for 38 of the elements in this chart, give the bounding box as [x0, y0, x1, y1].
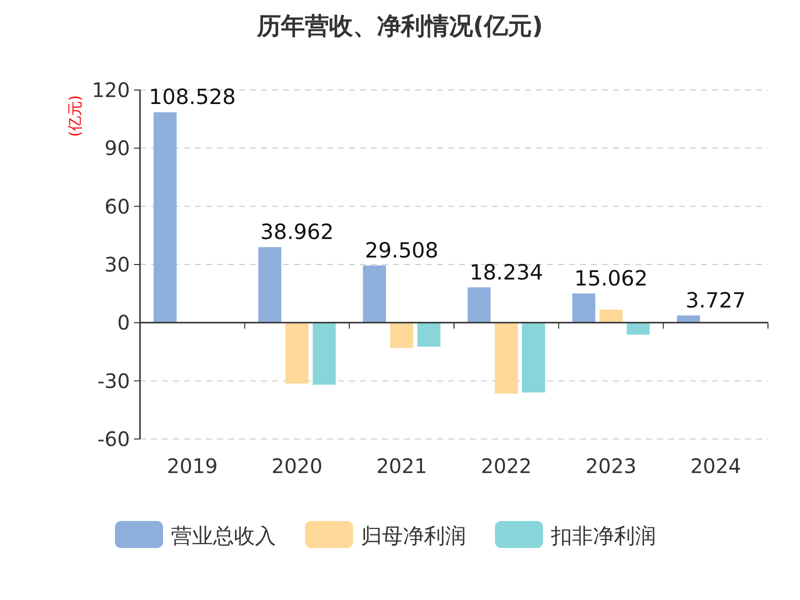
data-label: 38.962	[260, 220, 334, 244]
x-tick-label: 2024	[690, 454, 742, 478]
y-tick-label: 90	[104, 136, 130, 160]
bar	[599, 310, 623, 323]
bar	[312, 322, 336, 385]
bar	[258, 247, 282, 323]
bar	[417, 322, 440, 347]
chart-title: 历年营收、净利情况(亿元)	[256, 12, 543, 40]
bar	[494, 322, 518, 394]
y-tick-label: -60	[97, 427, 130, 451]
y-tick-label: 120	[92, 78, 130, 102]
data-label: 18.234	[470, 260, 544, 284]
y-tick-label: 0	[117, 310, 130, 335]
legend-label: 营业总收入	[171, 524, 276, 548]
legend-label: 归母净利润	[361, 524, 466, 548]
bar	[154, 112, 177, 323]
x-tick-label: 2021	[376, 454, 428, 478]
y-tick-label: 60	[104, 194, 130, 218]
bar	[626, 322, 650, 335]
data-label: 3.727	[686, 288, 746, 312]
bar	[468, 287, 491, 323]
bar	[390, 322, 414, 348]
data-label: 108.528	[148, 85, 236, 110]
legend-label: 扣非净利润	[550, 524, 656, 548]
y-tick-label: -30	[97, 368, 130, 393]
x-tick-label: 2020	[272, 454, 322, 478]
x-tick-label: 2022	[480, 454, 532, 478]
data-label: 29.508	[364, 238, 438, 262]
bar	[572, 293, 596, 323]
x-tick-label: 2019	[166, 454, 218, 478]
x-tick-label: 2023	[586, 454, 636, 478]
bar	[676, 315, 700, 323]
bar	[362, 265, 386, 323]
bar	[285, 322, 309, 384]
bar	[522, 322, 546, 392]
data-label: 15.062	[574, 266, 648, 290]
y-tick-label: 30	[104, 252, 130, 276]
y-axis-title: (亿元)	[66, 95, 84, 137]
